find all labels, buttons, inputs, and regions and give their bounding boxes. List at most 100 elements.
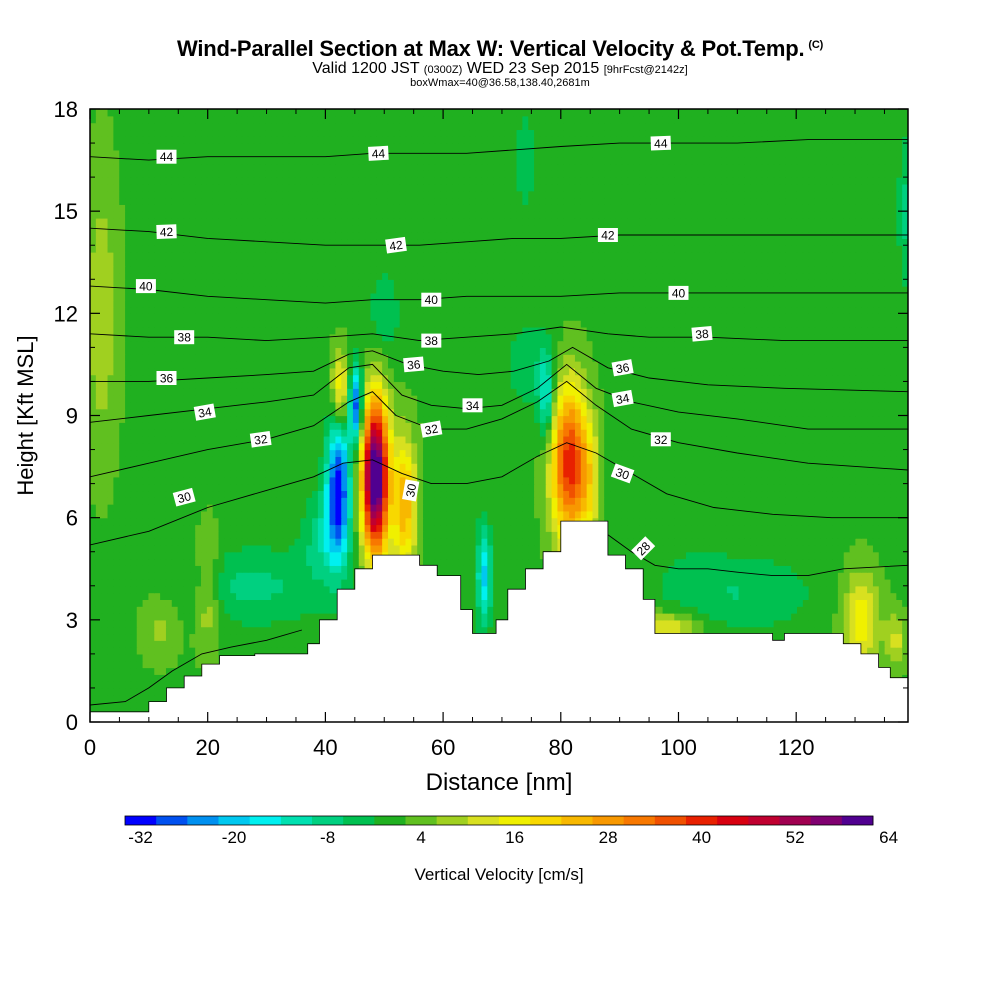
- velocity-cell: [796, 497, 804, 505]
- velocity-cell: [218, 483, 225, 492]
- velocity-cell: [206, 572, 214, 580]
- velocity-cell: [785, 551, 792, 560]
- velocity-cell: [545, 517, 553, 526]
- velocity-cell: [861, 510, 868, 519]
- velocity-cell: [761, 572, 769, 580]
- velocity-cell: [761, 599, 769, 607]
- velocity-cell: [872, 640, 880, 648]
- velocity-cell: [329, 504, 336, 512]
- velocity-cell: [125, 701, 132, 709]
- velocity-cell: [516, 578, 523, 587]
- velocity-cell: [487, 497, 494, 505]
- velocity-cell: [709, 483, 716, 492]
- velocity-cell: [832, 490, 839, 498]
- velocity-cell: [189, 538, 196, 546]
- velocity-cell: [329, 517, 336, 526]
- velocity-cell: [276, 510, 284, 519]
- velocity-cell: [177, 606, 185, 614]
- velocity-cell: [323, 476, 331, 485]
- velocity-cell: [90, 558, 97, 566]
- velocity-cell: [726, 524, 734, 532]
- velocity-cell: [423, 551, 430, 560]
- velocity-cell: [265, 504, 272, 512]
- velocity-cell: [697, 497, 705, 505]
- velocity-cell: [697, 606, 705, 614]
- velocity-cell: [767, 544, 775, 553]
- velocity-cell: [428, 544, 436, 553]
- velocity-cell: [335, 558, 342, 566]
- velocity-cell: [90, 640, 97, 648]
- velocity-cell: [288, 504, 296, 512]
- velocity-cell: [662, 592, 670, 600]
- velocity-cell: [282, 592, 290, 600]
- velocity-cell: [90, 578, 97, 587]
- velocity-cell: [826, 524, 833, 532]
- velocity-cell: [510, 524, 518, 532]
- velocity-cell: [329, 531, 336, 539]
- velocity-cell: [493, 578, 500, 587]
- velocity-cell: [253, 476, 261, 485]
- velocity-cell: [703, 490, 710, 498]
- velocity-cell: [855, 558, 862, 566]
- velocity-cell: [645, 510, 652, 519]
- velocity-cell: [545, 538, 553, 546]
- velocity-cell: [154, 585, 161, 594]
- velocity-cell: [890, 647, 897, 655]
- velocity-cell: [463, 476, 471, 485]
- velocity-cell: [288, 517, 296, 526]
- velocity-cell: [312, 538, 319, 546]
- velocity-cell: [393, 490, 401, 498]
- velocity-cell: [177, 510, 185, 519]
- velocity-cell: [171, 681, 179, 689]
- velocity-cell: [160, 544, 167, 553]
- velocity-cell: [130, 490, 138, 498]
- velocity-cell: [218, 647, 225, 655]
- velocity-cell: [95, 674, 103, 682]
- velocity-cell: [130, 578, 138, 587]
- velocity-cell: [545, 497, 553, 505]
- velocity-cell: [125, 640, 132, 648]
- velocity-cell: [650, 585, 658, 594]
- velocity-cell: [767, 490, 775, 498]
- velocity-cell: [820, 510, 827, 519]
- velocity-cell: [236, 606, 243, 614]
- velocity-cell: [867, 585, 874, 594]
- velocity-cell: [125, 599, 132, 607]
- velocity-cell: [253, 572, 261, 580]
- velocity-cell: [306, 592, 313, 600]
- velocity-cell: [125, 497, 132, 505]
- velocity-cell: [802, 544, 810, 553]
- velocity-cell: [230, 606, 237, 614]
- velocity-cell: [440, 551, 448, 560]
- velocity-cell: [195, 633, 202, 641]
- velocity-cell: [148, 585, 155, 594]
- velocity-cell: [177, 660, 185, 669]
- velocity-cell: [703, 483, 710, 492]
- velocity-cell: [218, 613, 225, 621]
- velocity-cell: [826, 578, 833, 587]
- velocity-cell: [265, 572, 272, 580]
- velocity-cell: [715, 517, 722, 526]
- velocity-cell: [867, 483, 874, 492]
- velocity-cell: [300, 497, 307, 505]
- velocity-cell: [224, 599, 231, 607]
- velocity-cell: [201, 517, 208, 526]
- velocity-cell: [785, 517, 792, 526]
- velocity-cell: [136, 619, 144, 628]
- velocity-cell: [236, 510, 243, 519]
- velocity-cell: [130, 524, 138, 532]
- velocity-cell: [785, 504, 792, 512]
- velocity-cell: [417, 538, 424, 546]
- velocity-cell: [329, 572, 336, 580]
- velocity-cell: [288, 544, 296, 553]
- velocity-cell: [802, 497, 810, 505]
- velocity-cell: [113, 599, 120, 607]
- velocity-cell: [119, 551, 126, 560]
- velocity-cell: [387, 510, 395, 519]
- velocity-cell: [487, 476, 494, 485]
- velocity-cell: [890, 558, 897, 566]
- velocity-cell: [721, 524, 728, 532]
- velocity-cell: [282, 599, 290, 607]
- velocity-cell: [130, 497, 138, 505]
- velocity-cell: [469, 599, 477, 607]
